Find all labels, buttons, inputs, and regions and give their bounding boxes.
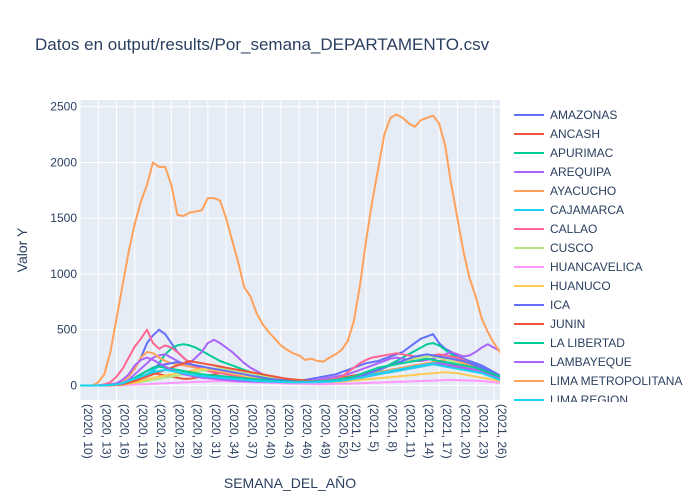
x-tick-label: (2021, 23) [477,404,491,459]
y-tick-label: 2000 [50,155,77,169]
legend-label: HUANUCO [550,279,611,293]
legend-item[interactable]: LIMA METROPOLITANA [514,374,682,388]
legend-label: AMAZONAS [550,108,617,122]
x-tick-label: (2021, 5) [367,404,381,452]
legend-item[interactable]: LIMA REGION [514,393,628,407]
legend-label: CUSCO [550,241,593,255]
x-tick-label: (2021, 11) [404,404,418,458]
x-tick-label: (2021, 20) [458,404,472,459]
x-tick-label: (2020, 43) [282,404,296,459]
series-line[interactable] [80,378,500,387]
legend-item[interactable]: ICA [514,298,570,312]
legend-label: ICA [550,298,570,312]
y-axis-ticks: 0 500 1000 1500 2000 2500 [50,100,77,393]
x-tick-label: (2020, 19) [136,404,150,459]
legend-item[interactable]: CUSCO [514,241,593,255]
legend-item[interactable]: LA LIBERTAD [514,336,625,350]
x-tick-label: (2020, 49) [318,404,332,459]
y-tick-label: 500 [57,323,77,337]
x-axis-title: SEMANA_DEL_AÑO [224,475,356,491]
x-tick-label: (2020, 22) [154,404,168,459]
x-tick-label: (2021, 14) [422,404,436,459]
x-tick-label: (2020, 13) [99,404,113,459]
legend-label: APURIMAC [550,146,614,160]
x-tick-label: (2020, 16) [118,404,132,459]
legend-label: JUNIN [550,317,585,331]
x-tick-label: (2020, 28) [191,404,205,459]
x-tick-label: (2021, 2) [349,404,363,452]
legend-item[interactable]: CALLAO [514,222,597,236]
legend-label: CALLAO [550,222,597,236]
x-tick-label: (2020, 46) [300,404,314,459]
legend-item[interactable]: ANCASH [514,127,600,141]
x-tick-label: (2021, 26) [495,404,509,459]
y-tick-label: 1500 [50,211,77,225]
legend-item[interactable]: HUANUCO [514,279,611,293]
x-tick-label: (2020, 52) [337,404,351,459]
legend-item[interactable]: LAMBAYEQUE [514,355,632,369]
y-tick-label: 2500 [50,100,77,114]
x-tick-label: (2020, 37) [245,404,259,459]
series-line[interactable] [80,363,500,387]
legend-item[interactable]: APURIMAC [514,146,614,160]
y-axis-title: Valor Y [14,227,30,272]
series-layer [80,113,506,387]
legend-item[interactable]: AMAZONAS [514,108,617,122]
legend-item[interactable]: AREQUIPA [514,165,611,179]
legend-label: AYACUCHO [550,184,616,198]
legend-item[interactable]: JUNIN [514,317,585,331]
legend-item[interactable]: CAJAMARCA [514,203,624,217]
x-axis-ticks: (2020, 10) (2020, 13) (2020, 16) (2020, 19)… [81,404,509,459]
x-tick-label: (2020, 34) [227,404,241,459]
legend-label: LIMA REGION [550,393,628,407]
legend-label: LA LIBERTAD [550,336,625,350]
legend-label: LIMA METROPOLITANA [550,374,682,388]
legend[interactable]: AMAZONAS ANCASH APURIMAC AREQUIPA AYACUCHO CA… [514,108,682,407]
x-tick-label: (2020, 40) [264,404,278,459]
legend-label: CAJAMARCA [550,203,624,217]
x-tick-label: (2021, 17) [440,404,454,459]
chart-title: Datos en output/results/Por_semana_DEPAR… [35,35,490,54]
x-tick-label: (2020, 31) [209,404,223,459]
legend-label: LAMBAYEQUE [550,355,632,369]
series-line[interactable] [80,113,506,387]
legend-item[interactable]: HUANCAVELICA [514,260,642,274]
legend-label: ANCASH [550,127,600,141]
y-tick-label: 0 [70,379,77,393]
x-tick-label: (2020, 10) [81,404,95,459]
x-tick-label: (2020, 25) [172,404,186,459]
legend-label: AREQUIPA [550,165,611,179]
gridlines [79,100,500,400]
legend-label: HUANCAVELICA [550,260,642,274]
x-tick-label: (2021, 8) [385,404,399,452]
plot-area [80,100,500,400]
legend-item[interactable]: AYACUCHO [514,184,616,198]
y-tick-label: 1000 [50,267,77,281]
